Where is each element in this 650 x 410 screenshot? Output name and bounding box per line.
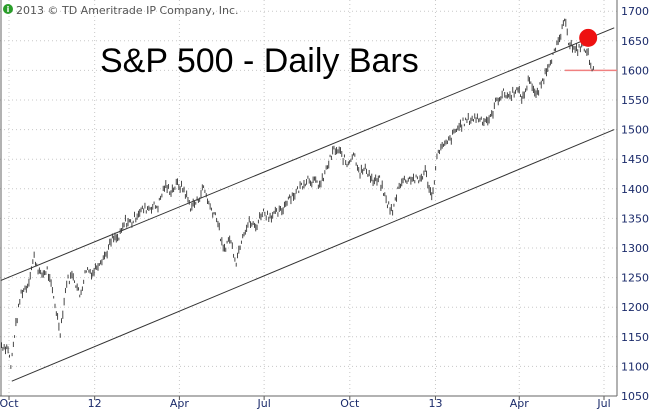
y-tick-label: 1500 (621, 124, 649, 137)
annotations (0, 27, 617, 382)
y-tick-label: 1450 (621, 153, 649, 166)
channel-lower-line (11, 129, 615, 382)
y-tick-label: 1300 (621, 242, 649, 255)
y-tick-label: 1100 (621, 360, 649, 373)
x-tick-label: 13 (428, 397, 442, 410)
y-tick-label: 1250 (621, 272, 649, 285)
x-tick-label: Apr (510, 397, 530, 410)
x-tick-label: 12 (88, 397, 102, 410)
y-tick-label: 1700 (621, 5, 649, 18)
grid (0, 0, 617, 396)
y-tick-label: 1400 (621, 183, 649, 196)
red-marker-circle (579, 28, 598, 47)
y-tick-label: 1150 (621, 331, 649, 344)
chart-title: S&P 500 - Daily Bars (100, 42, 419, 80)
x-tick-label: Oct (0, 397, 19, 410)
x-tick-label: Jul (256, 397, 270, 410)
svg-text:i: i (7, 5, 10, 14)
y-tick-label: 1200 (621, 301, 649, 314)
y-tick-label: 1550 (621, 94, 649, 107)
y-tick-label: 1350 (621, 212, 649, 225)
series (1, 18, 594, 369)
copyright: 2013 © TD Ameritrade IP Company, Inc. (16, 4, 239, 17)
x-tick-label: Jul (596, 397, 610, 410)
y-tick-label: 1650 (621, 35, 649, 48)
marker-layer (579, 28, 598, 47)
info-icon[interactable] (3, 4, 13, 14)
channel-upper-line (0, 27, 615, 282)
y-tick-label: 1050 (621, 390, 649, 403)
y-tick-label: 1600 (621, 64, 649, 77)
x-tick-label: Apr (170, 397, 190, 410)
x-tick-label: Oct (340, 397, 360, 410)
